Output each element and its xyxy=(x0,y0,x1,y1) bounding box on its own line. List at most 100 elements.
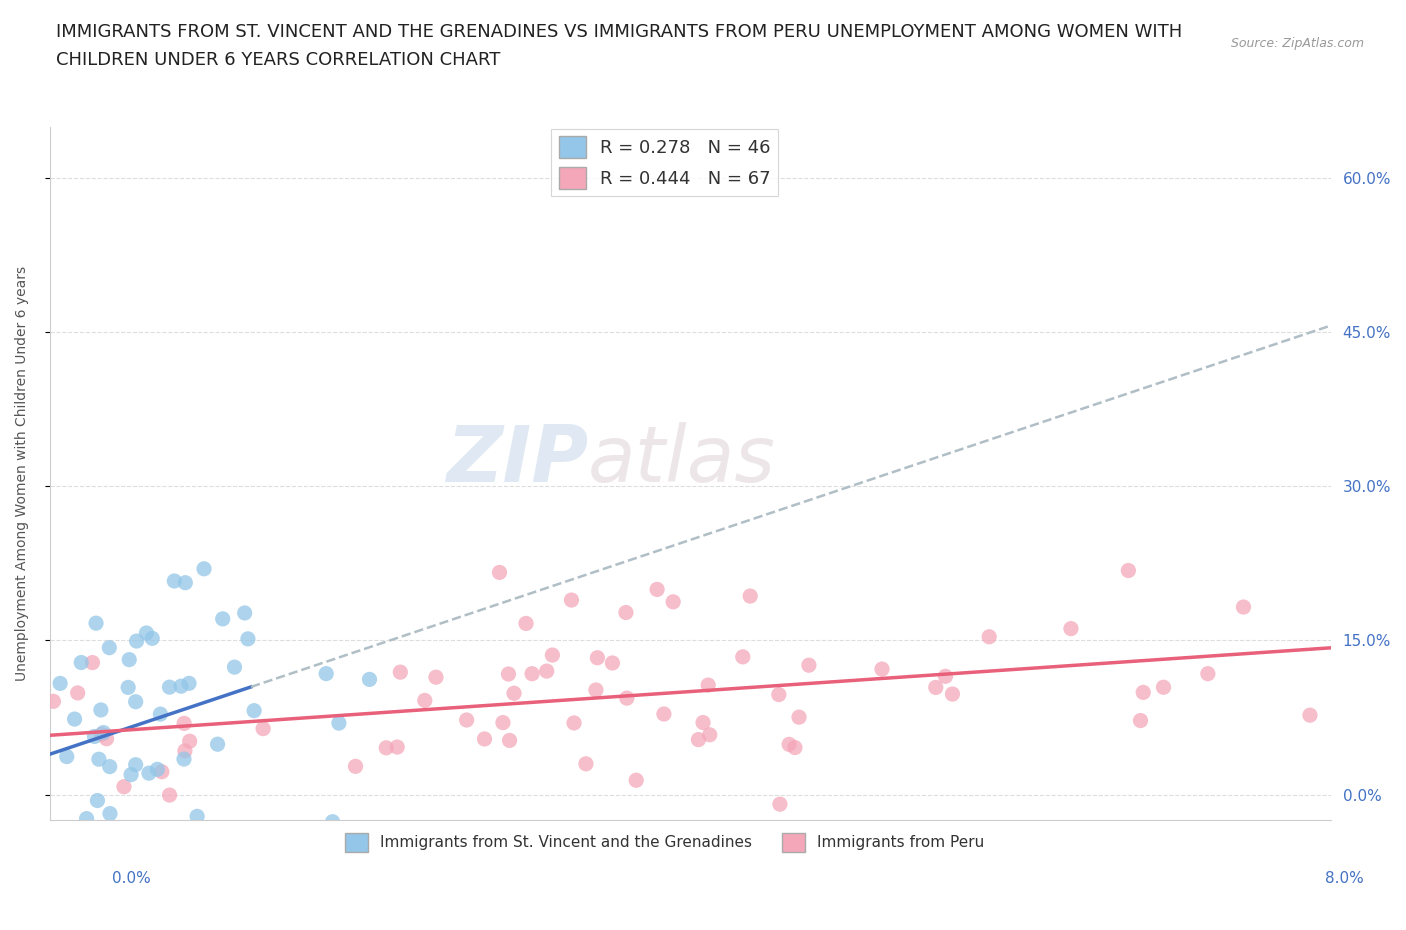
Point xyxy=(359,672,381,687)
Point xyxy=(1299,708,1322,723)
Text: Source: ZipAtlas.com: Source: ZipAtlas.com xyxy=(1230,37,1364,50)
Point xyxy=(1197,666,1219,681)
Point xyxy=(498,733,520,748)
Point xyxy=(170,679,193,694)
Point xyxy=(124,695,146,710)
Point xyxy=(688,732,710,747)
Point xyxy=(63,711,86,726)
Point xyxy=(98,806,121,821)
Point xyxy=(692,715,714,730)
Point xyxy=(93,725,115,740)
Point xyxy=(233,605,256,620)
Point xyxy=(934,669,956,684)
Point xyxy=(45,926,67,930)
Point xyxy=(797,658,820,672)
Point xyxy=(322,815,344,830)
Point xyxy=(387,739,409,754)
Point xyxy=(42,694,65,709)
Point xyxy=(783,740,806,755)
Point xyxy=(236,631,259,646)
Point xyxy=(488,565,510,579)
Point xyxy=(193,562,215,577)
Point xyxy=(520,666,543,681)
Point xyxy=(159,680,181,695)
Text: 0.0%: 0.0% xyxy=(112,871,152,886)
Point xyxy=(1118,563,1140,578)
Point xyxy=(315,666,337,681)
Text: atlas: atlas xyxy=(588,421,776,498)
Point xyxy=(536,664,558,679)
Point xyxy=(1060,621,1083,636)
Point xyxy=(163,574,186,589)
Point xyxy=(624,773,647,788)
Point xyxy=(474,732,496,747)
Point xyxy=(375,740,398,755)
Point xyxy=(90,727,112,742)
Point xyxy=(66,685,89,700)
Point xyxy=(179,734,201,749)
Point xyxy=(614,605,637,620)
Point xyxy=(83,729,105,744)
Point xyxy=(149,707,172,722)
Point xyxy=(328,716,350,731)
Text: ZIP: ZIP xyxy=(446,421,588,498)
Y-axis label: Unemployment Among Women with Children Under 6 years: Unemployment Among Women with Children U… xyxy=(15,266,30,681)
Point xyxy=(1232,600,1254,615)
Point xyxy=(778,737,800,751)
Point xyxy=(150,764,173,779)
Point xyxy=(159,788,181,803)
Point xyxy=(768,687,790,702)
Point xyxy=(173,716,195,731)
Point xyxy=(425,670,447,684)
Point xyxy=(1129,713,1152,728)
Point xyxy=(645,582,668,597)
Point xyxy=(515,616,537,631)
Point xyxy=(585,683,607,698)
Point xyxy=(87,751,110,766)
Point xyxy=(112,779,135,794)
Point xyxy=(560,592,582,607)
Point xyxy=(96,731,118,746)
Point xyxy=(173,751,195,766)
Point xyxy=(697,678,720,693)
Point xyxy=(207,737,229,751)
Point xyxy=(70,655,93,670)
Point xyxy=(249,828,271,843)
Point xyxy=(740,589,762,604)
Point xyxy=(98,759,121,774)
Text: IMMIGRANTS FROM ST. VINCENT AND THE GRENADINES VS IMMIGRANTS FROM PERU UNEMPLOYM: IMMIGRANTS FROM ST. VINCENT AND THE GREN… xyxy=(56,23,1182,41)
Point xyxy=(135,626,157,641)
Point xyxy=(769,797,792,812)
Point xyxy=(76,811,98,826)
Point xyxy=(224,659,246,674)
Point xyxy=(39,849,62,864)
Point xyxy=(699,727,721,742)
Point xyxy=(141,631,163,645)
Point xyxy=(174,743,197,758)
Point xyxy=(120,767,142,782)
Text: 8.0%: 8.0% xyxy=(1324,871,1364,886)
Point xyxy=(146,762,169,777)
Point xyxy=(177,676,200,691)
Point xyxy=(118,652,141,667)
Point xyxy=(1132,684,1154,699)
Point xyxy=(731,649,754,664)
Text: CHILDREN UNDER 6 YEARS CORRELATION CHART: CHILDREN UNDER 6 YEARS CORRELATION CHART xyxy=(56,51,501,69)
Point xyxy=(389,665,412,680)
Point xyxy=(662,594,685,609)
Point xyxy=(652,707,675,722)
Point xyxy=(492,715,515,730)
Point xyxy=(870,661,893,676)
Point xyxy=(413,693,436,708)
Point xyxy=(84,616,107,631)
Point xyxy=(503,685,526,700)
Point xyxy=(86,793,108,808)
Point xyxy=(138,765,160,780)
Point xyxy=(941,686,963,701)
Point xyxy=(616,691,638,706)
Point xyxy=(252,721,274,736)
Point xyxy=(90,702,112,717)
Point xyxy=(1153,680,1175,695)
Point xyxy=(979,630,1001,644)
Point xyxy=(98,640,121,655)
